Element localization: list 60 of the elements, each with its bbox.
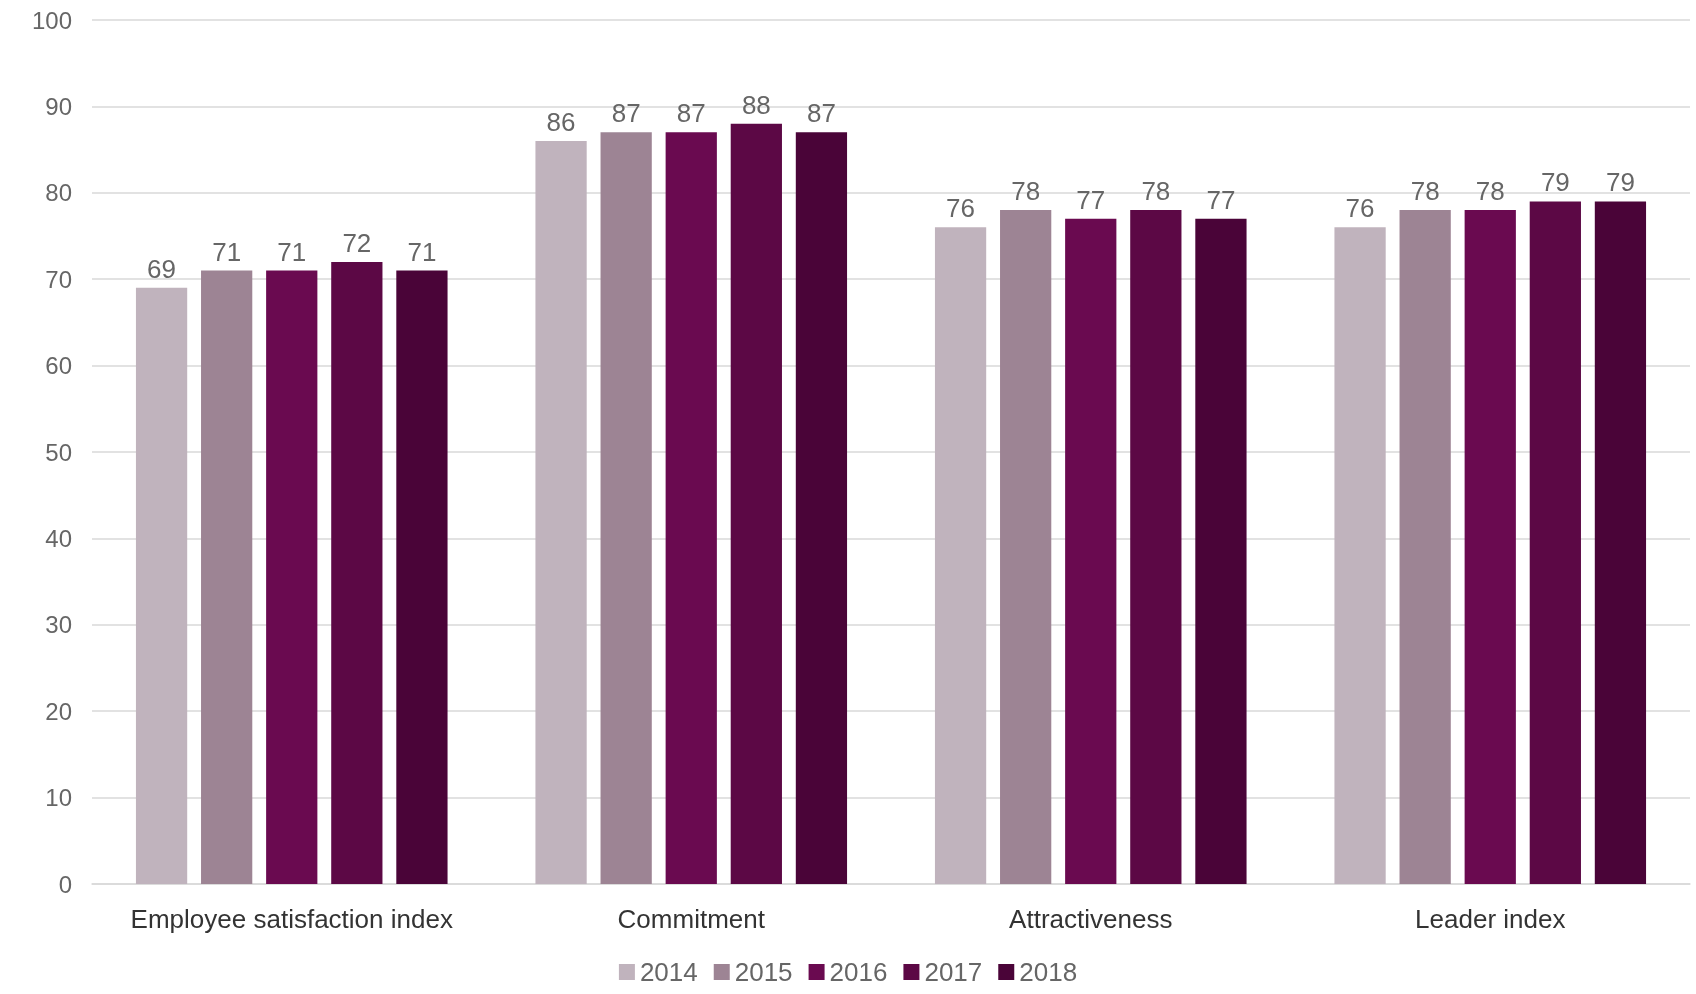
data-label: 86: [546, 106, 576, 137]
bar: [331, 261, 383, 884]
y-tick-label: 40: [45, 524, 72, 552]
y-tick-label: 30: [45, 611, 72, 639]
data-label: 79: [1605, 167, 1635, 198]
legend-label: 2014: [639, 957, 698, 987]
x-tick-label: Commitment: [617, 904, 766, 934]
legend-label: 2016: [829, 957, 888, 987]
legend-label: 2015: [734, 957, 793, 987]
y-tick-label: 20: [45, 697, 72, 725]
bar: [1594, 201, 1647, 884]
bar: [535, 140, 587, 884]
data-label: 71: [212, 236, 242, 267]
bar: [396, 270, 448, 884]
data-label: 78: [1475, 176, 1505, 207]
data-label: 71: [277, 236, 307, 267]
bar: [1195, 218, 1247, 884]
bar: [934, 227, 987, 884]
bar: [1464, 210, 1516, 884]
data-label: 78: [1011, 176, 1041, 207]
data-label: 87: [611, 98, 641, 129]
x-tick-label: Leader index: [1415, 904, 1566, 934]
data-label: 72: [342, 227, 372, 258]
data-label: 71: [407, 236, 437, 267]
y-tick-label: 70: [45, 265, 72, 293]
legend-label: 2017: [924, 957, 983, 987]
bar: [1399, 210, 1451, 884]
data-label: 76: [946, 193, 976, 224]
y-tick-label: 10: [45, 784, 72, 812]
data-label: 76: [1345, 193, 1375, 224]
data-label: 77: [1206, 184, 1236, 215]
y-tick-label: 60: [45, 352, 72, 380]
bar: [1529, 201, 1581, 884]
bar: [1334, 227, 1386, 884]
x-tick-label: Attractiveness: [1009, 904, 1173, 934]
bar: [600, 132, 652, 884]
y-tick-label: 0: [58, 870, 72, 898]
bar: [1000, 210, 1052, 884]
data-label: 87: [806, 98, 836, 129]
data-label: 78: [1410, 176, 1440, 207]
data-label: 69: [147, 253, 177, 284]
y-tick-label: 80: [45, 179, 72, 207]
bar: [665, 132, 717, 884]
bar: [1065, 218, 1117, 884]
y-tick-label: 90: [45, 92, 72, 120]
bar: [795, 132, 848, 884]
data-label: 78: [1141, 176, 1171, 207]
bar: [201, 270, 253, 884]
bar: [266, 270, 318, 884]
legend-label: 2018: [1019, 957, 1078, 987]
data-label: 79: [1540, 167, 1570, 198]
bar: [730, 123, 782, 884]
data-label: 88: [741, 89, 771, 120]
data-label: 77: [1076, 184, 1106, 215]
bar: [135, 287, 188, 884]
y-tick-label: 100: [31, 6, 72, 34]
bar: [1130, 210, 1182, 884]
y-tick-label: 50: [45, 438, 72, 466]
x-tick-label: Employee satisfaction index: [130, 904, 453, 934]
data-label: 87: [676, 98, 706, 129]
